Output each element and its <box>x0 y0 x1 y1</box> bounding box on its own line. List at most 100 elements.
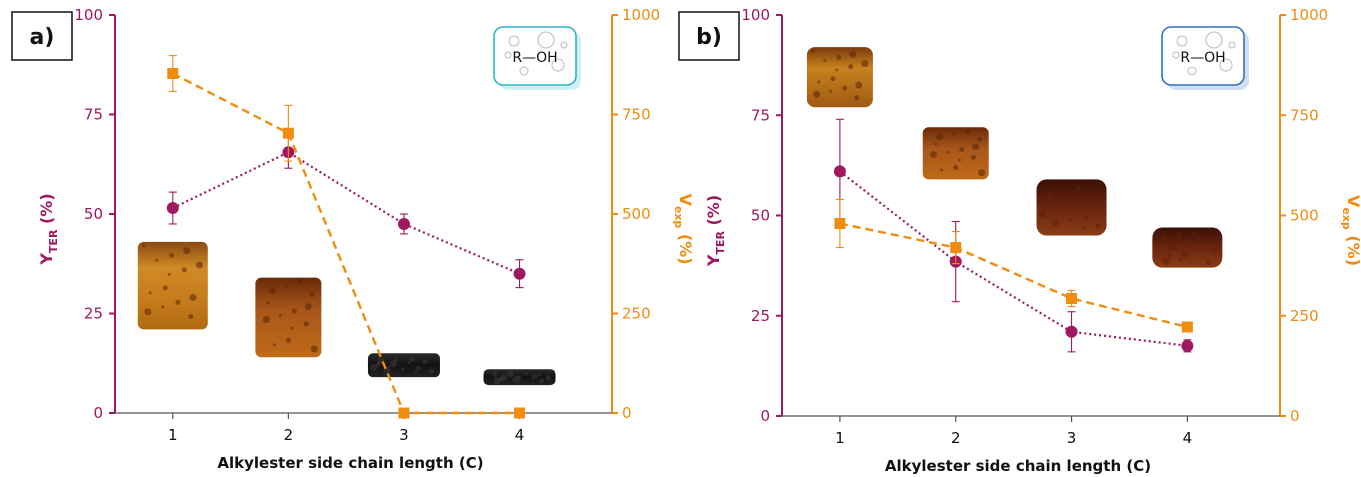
sample-texture <box>499 376 505 382</box>
alcohol-molecule-icon: R—OH <box>1161 26 1249 90</box>
sample-texture <box>414 370 418 374</box>
left-tick-label: 75 <box>84 106 103 124</box>
molecule-label: R—OH <box>1180 50 1225 66</box>
sample-texture <box>142 244 146 248</box>
left-axis-title-sub: TER <box>714 231 727 255</box>
sample-texture <box>290 326 294 330</box>
series-line-v-exp <box>839 222 1188 329</box>
x-tick-label: 1 <box>168 426 178 444</box>
sample-texture <box>930 151 938 159</box>
right-axis-title-unit: (%) <box>1344 230 1361 266</box>
sample-texture <box>1068 218 1072 222</box>
left-tick-label: 0 <box>93 404 103 422</box>
sample-body <box>137 241 208 330</box>
x-axis-title: Alkylester side chain length (C) <box>885 457 1151 475</box>
sample-texture <box>415 365 421 371</box>
left-tick-label: 50 <box>84 205 103 223</box>
v-exp-point <box>514 407 526 419</box>
sample-texture <box>855 81 863 89</box>
sample-body <box>806 47 873 108</box>
sample-texture <box>539 378 545 384</box>
sample-texture <box>167 273 171 277</box>
gel-sample-photo <box>255 277 322 358</box>
panel-label: b) <box>696 25 722 50</box>
sample-texture <box>811 49 815 53</box>
sample-texture <box>545 375 551 381</box>
sample-texture <box>940 168 944 172</box>
sample-texture <box>297 279 303 285</box>
sample-texture <box>1039 210 1047 218</box>
x-tick-label: 2 <box>951 429 961 447</box>
x-tick-label: 3 <box>399 426 409 444</box>
left-tick-label: 0 <box>760 407 770 425</box>
left-axis-title: YTER (%) <box>704 195 727 267</box>
sample-texture <box>1199 241 1205 247</box>
sample-texture <box>1082 214 1088 220</box>
sample-texture <box>952 132 956 136</box>
sample-texture <box>1179 257 1183 261</box>
sample-texture <box>370 363 378 371</box>
series-line-v-exp <box>172 72 520 415</box>
right-axis-title-unit: (%) <box>676 228 695 264</box>
left-axis-title-sub: TER <box>47 229 60 253</box>
right-tick-label: 500 <box>622 205 651 223</box>
sample-texture <box>188 314 194 320</box>
bubble <box>1176 35 1188 47</box>
bubble <box>508 35 520 47</box>
sample-texture <box>978 169 986 177</box>
right-axis-title-sub: exp <box>1340 207 1353 230</box>
y-ter-point <box>833 165 846 178</box>
v-exp-point <box>950 242 962 254</box>
series-line-y-ter <box>839 170 1188 347</box>
sample-body <box>255 277 322 358</box>
sample-texture <box>861 60 869 68</box>
sample-texture <box>1075 198 1079 202</box>
left-axis-title-main: Y <box>704 254 723 267</box>
sample-texture <box>959 146 965 152</box>
panel-label-box <box>678 11 740 61</box>
series-line-y-ter <box>172 151 520 275</box>
bubble <box>1172 51 1180 59</box>
sample-texture <box>1095 223 1101 229</box>
panel-label: a) <box>30 25 55 50</box>
left-axis-title-unit: (%) <box>37 193 56 229</box>
right-tick-label: 0 <box>1290 407 1300 425</box>
right-axis-title: Vexp (%) <box>1340 195 1361 266</box>
sample-texture <box>492 372 498 378</box>
sample-texture <box>1162 257 1170 265</box>
sample-texture <box>304 303 312 311</box>
sample-texture <box>507 370 515 378</box>
sample-texture <box>1185 244 1189 248</box>
y-ter-point <box>1181 339 1194 352</box>
left-axis-title: YTER (%) <box>37 193 60 265</box>
sample-texture <box>284 284 288 288</box>
bubble <box>537 31 555 49</box>
sample-texture <box>849 50 857 58</box>
bubble <box>519 66 529 76</box>
left-tick-label: 100 <box>741 6 770 24</box>
right-axis-title-main: V <box>676 193 695 206</box>
sample-texture <box>148 291 152 295</box>
y-ter-point <box>1065 325 1078 338</box>
y-ter-point <box>513 267 526 280</box>
sample-texture <box>953 164 959 170</box>
gel-sample-photo <box>806 47 873 108</box>
sample-texture <box>1161 234 1167 240</box>
bubble <box>1228 41 1236 49</box>
bubble <box>504 51 512 59</box>
sample-texture <box>175 299 181 305</box>
right-tick-label: 500 <box>1290 207 1319 225</box>
sample-texture <box>1051 219 1059 227</box>
y-ter-point <box>166 202 179 215</box>
sample-texture <box>401 367 405 371</box>
sample-texture <box>835 68 839 72</box>
sample-texture <box>1081 227 1085 231</box>
sample-texture <box>310 345 318 353</box>
left-tick-label: 100 <box>74 6 103 24</box>
sample-texture <box>390 360 398 368</box>
left-tick-label: 25 <box>751 307 770 325</box>
left-axis-title-main: Y <box>37 253 56 266</box>
sample-texture <box>829 89 833 93</box>
